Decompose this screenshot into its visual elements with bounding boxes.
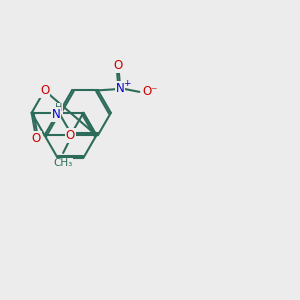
Text: O: O xyxy=(32,132,41,145)
Text: N: N xyxy=(116,82,124,95)
Text: O: O xyxy=(114,59,123,72)
Text: O⁻: O⁻ xyxy=(143,85,158,98)
Text: O: O xyxy=(40,84,49,97)
Text: O: O xyxy=(66,129,75,142)
Text: H: H xyxy=(55,103,63,113)
Text: CH₃: CH₃ xyxy=(53,158,73,168)
Text: +: + xyxy=(123,79,130,88)
Text: N: N xyxy=(52,108,60,121)
